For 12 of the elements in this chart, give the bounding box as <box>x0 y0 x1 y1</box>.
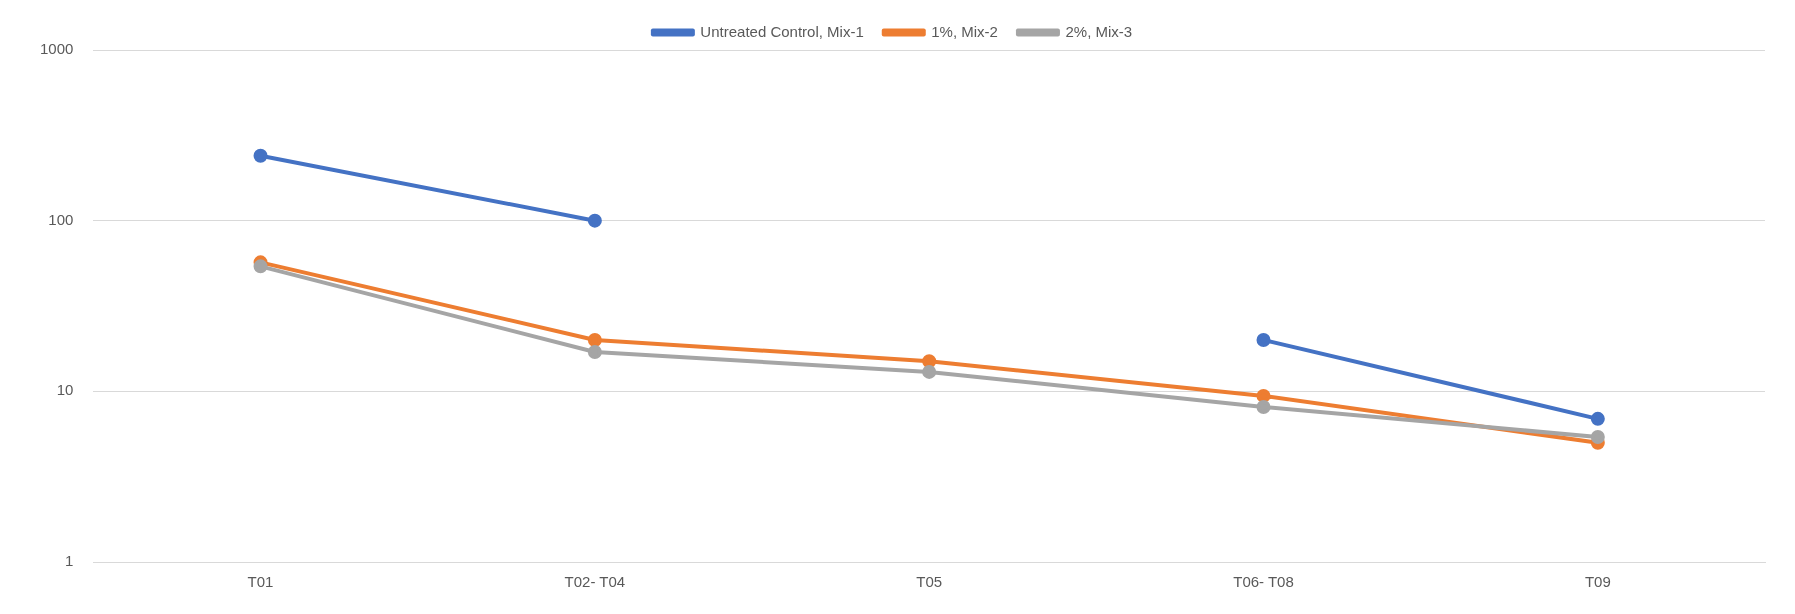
x-tick-label: T09 <box>1584 573 1611 591</box>
y-tick-label: 10 <box>56 381 74 399</box>
legend-label: Untreated Control, Mix-1 <box>700 22 864 40</box>
x-tick-label: T02- T04 <box>564 573 626 591</box>
legend-label: 1%, Mix-2 <box>931 22 998 40</box>
y-tick-label: 1 <box>65 552 74 570</box>
y-tick-label: 1000 <box>39 40 74 58</box>
x-tick-label: T01 <box>247 573 274 591</box>
y-tick-label: 100 <box>48 210 74 228</box>
legend-label: 2%, Mix-3 <box>1065 22 1133 40</box>
x-tick-label: T05 <box>916 573 943 591</box>
x-tick-label: T06- T08 <box>1233 573 1294 591</box>
